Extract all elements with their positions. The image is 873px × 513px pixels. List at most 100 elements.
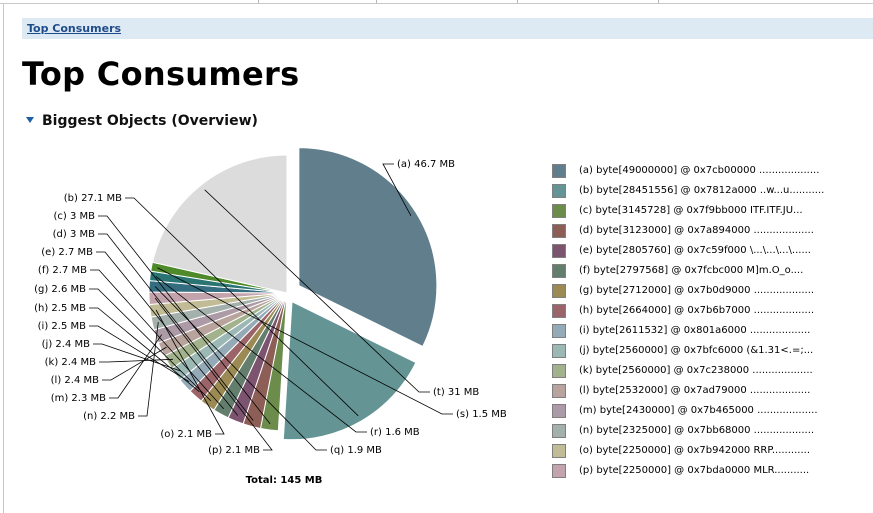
legend-item-j[interactable]: (j) byte[2560000] @ 0x7bfc6000 (&1.31<.=…	[550, 342, 873, 362]
leader-line-b	[125, 197, 359, 417]
pie-chart: (a) 46.7 MB (b) 27.1 MB (c) 3 MB (d) 3 MB (e…	[34, 147, 507, 486]
leader-line-k	[99, 358, 173, 363]
legend-label: (d) byte[3123000] @ 0x7a894000 .........…	[579, 225, 814, 236]
leader-line-g	[89, 288, 212, 402]
leader-line-h	[89, 307, 200, 393]
legend-item-g[interactable]: (g) byte[2712000] @ 0x7b0d9000 .........…	[550, 282, 873, 302]
leader-line-m	[109, 334, 163, 399]
legend-label: (g) byte[2712000] @ 0x7b0d9000 .........…	[579, 285, 815, 296]
leader-line-a	[382, 163, 412, 217]
section-toggle-biggest-objects[interactable]: Biggest Objects (Overview)	[26, 113, 258, 129]
legend-label: (m) byte[2430000] @ 0x7b465000 .........…	[579, 405, 818, 416]
slice-label-f: (f) 2.7 MB	[38, 265, 87, 276]
legend-swatch	[552, 324, 566, 338]
tab-strip	[0, 0, 873, 4]
chart-total-label: Total: 145 MB	[246, 475, 323, 486]
legend-label: (c) byte[3145728] @ 0x7f9bb000 ITF.ITF.J…	[579, 205, 803, 216]
legend-item-e[interactable]: (e) byte[2805760] @ 0x7c59f000 \...\...\…	[550, 242, 873, 262]
pie-slice-a[interactable]	[298, 147, 438, 348]
legend-label: (o) byte[2250000] @ 0x7b942000 RRP......…	[579, 445, 810, 456]
legend-swatch	[552, 344, 566, 358]
legend-item-a[interactable]: (a) byte[49000000] @ 0x7cb00000 ........…	[550, 162, 873, 182]
legend-swatch	[552, 364, 566, 378]
slice-label-b: (b) 27.1 MB	[64, 193, 122, 204]
slice-label-m: (m) 2.3 MB	[51, 393, 106, 404]
legend-item-i[interactable]: (i) byte[2611532] @ 0x801a6000 .........…	[550, 322, 873, 342]
leader-line-n	[138, 322, 159, 417]
legend-swatch	[552, 224, 566, 238]
legend-swatch	[552, 304, 566, 318]
leader-line-e	[96, 251, 239, 416]
legend-item-o[interactable]: (o) byte[2250000] @ 0x7b942000 RRP......…	[550, 442, 873, 462]
slice-label-s: (s) 1.5 MB	[456, 409, 507, 420]
tab-5[interactable]	[659, 0, 873, 4]
legend-swatch	[552, 284, 566, 298]
legend-swatch	[552, 464, 566, 478]
legend-label: (p) byte[2250000] @ 0x7bda0000 MLR......…	[579, 465, 810, 476]
slice-label-n: (n) 2.2 MB	[83, 411, 135, 422]
legend-item-f[interactable]: (f) byte[2797568] @ 0x7fcbc000 M]m.O_o..…	[550, 262, 873, 282]
tab-4[interactable]	[518, 0, 659, 4]
legend-swatch	[552, 264, 566, 278]
legend-label: (f) byte[2797568] @ 0x7fcbc000 M]m.O_o..…	[579, 265, 804, 276]
slice-label-h: (h) 2.5 MB	[34, 303, 86, 314]
legend-swatch	[552, 164, 566, 178]
slice-label-e: (e) 2.7 MB	[41, 247, 93, 258]
leader-line-j	[93, 343, 181, 372]
tab-1[interactable]	[0, 0, 259, 4]
page-title: Top Consumers	[22, 55, 300, 93]
leader-line-o	[155, 309, 225, 435]
legend-item-d[interactable]: (d) byte[3123000] @ 0x7a894000 .........…	[550, 222, 873, 242]
slice-label-o: (o) 2.1 MB	[160, 429, 212, 440]
slice-label-q: (q) 1.9 MB	[330, 445, 382, 456]
pie-slice-t[interactable]	[151, 154, 288, 294]
legend-swatch	[552, 384, 566, 398]
legend-item-m[interactable]: (m) byte[2430000] @ 0x7b465000 .........…	[550, 402, 873, 422]
legend-swatch	[552, 244, 566, 258]
legend-label: (h) byte[2664000] @ 0x7b6b7000 .........…	[579, 305, 815, 316]
slice-label-l: (l) 2.4 MB	[51, 375, 99, 386]
slice-label-j: (j) 2.4 MB	[42, 339, 90, 350]
leader-line-q	[154, 286, 327, 451]
legend-item-k[interactable]: (k) byte[2560000] @ 0x7c238000 .........…	[550, 362, 873, 382]
tab-3[interactable]	[377, 0, 518, 4]
leader-line-p	[154, 297, 273, 451]
legend-label: (n) byte[2325000] @ 0x7bb68000 .........…	[579, 425, 815, 436]
legend-swatch	[552, 184, 566, 198]
breadcrumb: Top Consumers	[22, 18, 873, 39]
legend-label: (i) byte[2611532] @ 0x801a6000 .........…	[579, 325, 811, 336]
slice-label-g: (g) 2.6 MB	[34, 284, 86, 295]
leader-line-s	[157, 267, 453, 415]
left-border	[3, 4, 4, 513]
legend-item-p[interactable]: (p) byte[2250000] @ 0x7bda0000 MLR......…	[550, 462, 873, 482]
leader-line-c	[98, 215, 271, 425]
slice-label-r: (r) 1.6 MB	[370, 427, 420, 438]
leader-line-d	[98, 233, 254, 421]
pie-slice-b[interactable]	[282, 300, 417, 441]
legend-item-h[interactable]: (h) byte[2664000] @ 0x7b6b7000 .........…	[550, 302, 873, 322]
legend-item-c[interactable]: (c) byte[3145728] @ 0x7f9bb000 ITF.ITF.J…	[550, 202, 873, 222]
breadcrumb-link-top-consumers[interactable]: Top Consumers	[27, 22, 122, 35]
expand-triangle-icon	[26, 117, 34, 123]
legend-item-b[interactable]: (b) byte[28451556] @ 0x7812a000 ..w...u.…	[550, 182, 873, 202]
legend-item-n[interactable]: (n) byte[2325000] @ 0x7bb68000 .........…	[550, 422, 873, 442]
legend-label: (e) byte[2805760] @ 0x7c59f000 \...\...\…	[579, 245, 811, 256]
legend-swatch	[552, 404, 566, 418]
slice-label-i: (i) 2.5 MB	[38, 321, 86, 332]
slice-label-a: (a) 46.7 MB	[397, 159, 455, 170]
legend-swatch	[552, 204, 566, 218]
legend-label: (a) byte[49000000] @ 0x7cb00000 ........…	[579, 165, 820, 176]
leader-line-l	[102, 346, 167, 381]
tab-2[interactable]	[259, 0, 377, 4]
slice-label-k: (k) 2.4 MB	[45, 357, 96, 368]
legend-label: (k) byte[2560000] @ 0x7c238000 .........…	[579, 365, 813, 376]
slice-label-p: (p) 2.1 MB	[208, 445, 260, 456]
legend-label: (b) byte[28451556] @ 0x7812a000 ..w...u.…	[579, 185, 825, 196]
leader-line-t	[204, 189, 430, 393]
legend-label: (j) byte[2560000] @ 0x7bfc6000 (&1.31<.=…	[579, 345, 814, 356]
legend-item-l[interactable]: (l) byte[2532000] @ 0x7ad79000 .........…	[550, 382, 873, 402]
section-title: Biggest Objects (Overview)	[42, 113, 258, 129]
slice-label-d: (d) 3 MB	[53, 229, 95, 240]
legend-swatch	[552, 424, 566, 438]
slice-label-c: (c) 3 MB	[53, 211, 95, 222]
